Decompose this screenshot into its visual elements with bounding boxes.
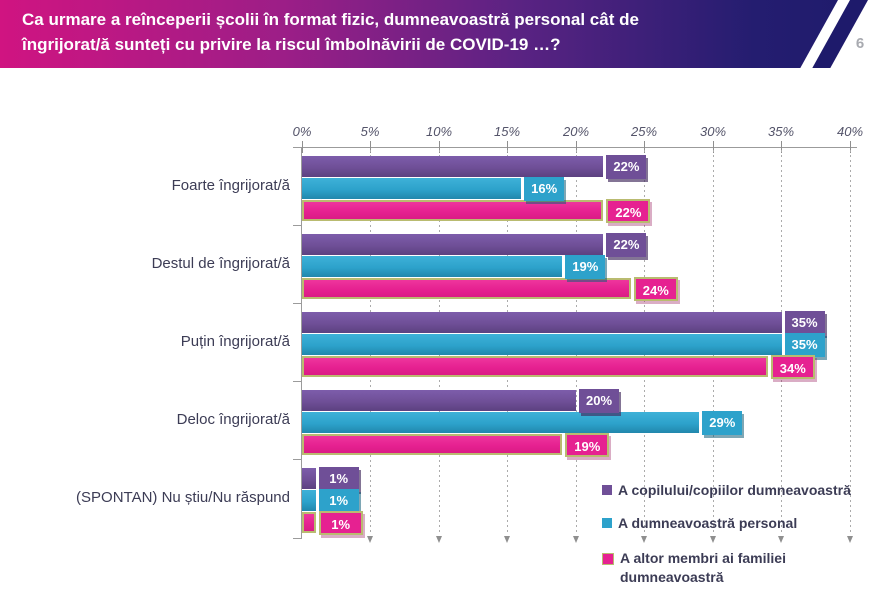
category-label: Foarte îngrijorat/ă — [171, 177, 290, 194]
x-tick-label: 35% — [767, 124, 795, 139]
bar-pink — [302, 434, 563, 455]
x-tick-label: 10% — [425, 124, 453, 139]
y-axis-tick — [293, 459, 302, 460]
legend-label: A copilului/copiilor dumneavoastră — [618, 482, 851, 498]
bar-pink — [302, 278, 631, 299]
bar-group-putin: 35% 35% 34% — [302, 303, 858, 381]
x-axis-tick — [302, 141, 303, 153]
bar-blue — [302, 178, 522, 199]
slide-title-line2: îngrijorat/ă sunteți cu privire la riscu… — [22, 35, 561, 54]
page-number: 6 — [855, 35, 865, 52]
x-axis-tick — [507, 141, 508, 153]
value-label: 35% — [784, 332, 825, 357]
bar-pink — [302, 200, 604, 221]
x-axis-tick — [370, 141, 371, 153]
value-label: 19% — [565, 432, 610, 457]
bar-purple — [302, 390, 576, 411]
x-axis-tick — [644, 141, 645, 153]
header-banner: Ca urmare a reînceperii școlii în format… — [0, 0, 887, 68]
y-axis-line — [301, 147, 302, 539]
value-label: 19% — [565, 254, 606, 279]
value-label: 34% — [770, 354, 815, 379]
bar-group-destul: 22% 19% 24% — [302, 225, 858, 303]
bar-blue — [302, 490, 316, 511]
bar-purple — [302, 468, 316, 489]
y-axis-tick — [293, 538, 302, 539]
x-axis-tick — [576, 141, 577, 153]
legend-swatch-purple-icon — [602, 485, 612, 495]
bar-purple — [302, 156, 604, 177]
bar-group-deloc: 20% 29% 19% — [302, 381, 858, 459]
category-label: Puțin îngrijorat/ă — [180, 333, 290, 350]
value-label: 22% — [606, 232, 647, 257]
bar-group-nuraspund: 1% 1% 1% — [302, 459, 858, 537]
value-label: 35% — [784, 310, 825, 335]
x-tick-label: 30% — [699, 124, 727, 139]
y-axis-tick — [293, 303, 302, 304]
bar-blue — [302, 412, 700, 433]
bar-pink — [302, 356, 768, 377]
x-axis-tick — [850, 141, 851, 153]
value-label: 20% — [579, 388, 619, 413]
legend-label: A altor membri ai familiei dumneavoastră — [620, 550, 786, 585]
y-axis-tick — [293, 381, 302, 382]
category-label: Deloc îngrijorat/ă — [176, 411, 290, 428]
x-tick-label: 20% — [562, 124, 590, 139]
bar-pink — [302, 512, 316, 533]
slide-title-line1: Ca urmare a reînceperii școlii în format… — [22, 10, 639, 29]
legend-item-familie: A altor membri ai familiei dumneavoastră — [602, 549, 835, 587]
bar-purple — [302, 234, 604, 255]
value-label: 29% — [702, 410, 743, 435]
value-label: 24% — [633, 276, 678, 301]
legend-item-copii: A copilului/copiilor dumneavoastră — [602, 481, 868, 500]
y-axis-tick — [293, 225, 302, 226]
x-axis-tick — [781, 141, 782, 153]
x-tick-label: 5% — [360, 124, 380, 139]
legend-swatch-pink-icon — [602, 553, 614, 565]
legend-label: A dumneavoastră personal — [618, 515, 798, 531]
value-label: 1% — [318, 510, 363, 535]
value-label: 16% — [524, 176, 565, 201]
bar-blue — [302, 256, 563, 277]
value-label: 1% — [318, 466, 359, 491]
value-label: 22% — [606, 154, 647, 179]
bar-purple — [302, 312, 782, 333]
x-tick-label: 40% — [836, 124, 864, 139]
legend-item-personal: A dumneavoastră personal — [602, 514, 868, 533]
x-axis-tick — [713, 141, 714, 153]
bar-group-foarte: 22% 16% 22% — [302, 147, 858, 225]
category-label: Destul de îngrijorat/ă — [151, 255, 290, 272]
category-label: (SPONTAN) Nu știu/Nu răspund — [76, 489, 290, 506]
x-tick-label: 25% — [630, 124, 658, 139]
slide-title: Ca urmare a reînceperii școlii în format… — [22, 7, 639, 57]
gridline — [846, 150, 853, 543]
value-label: 22% — [606, 198, 651, 223]
value-label: 1% — [318, 488, 359, 513]
gridline — [777, 150, 784, 543]
y-axis-tick — [293, 147, 302, 148]
bar-blue — [302, 334, 782, 355]
legend-swatch-blue-icon — [602, 518, 612, 528]
x-tick-label: 15% — [493, 124, 521, 139]
x-tick-label: 0% — [292, 124, 312, 139]
x-axis-tick — [439, 141, 440, 153]
